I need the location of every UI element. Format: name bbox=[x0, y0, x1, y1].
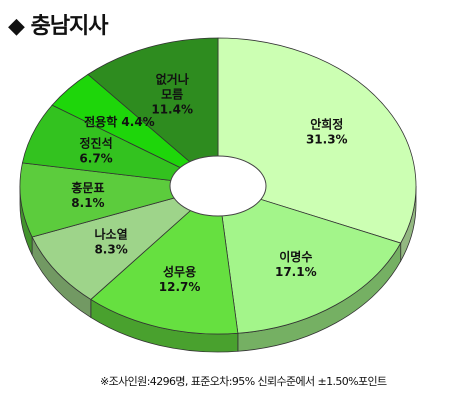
slice-label-6-0: 전용학 4.4% bbox=[84, 114, 155, 129]
chart-title: ◆ 충남지사 bbox=[8, 14, 109, 39]
slice-label-1-1: 17.1% bbox=[275, 265, 317, 279]
slice-label-4-1: 8.1% bbox=[71, 196, 104, 210]
slice-label-2-1: 12.7% bbox=[159, 280, 201, 294]
pie-slice-0 bbox=[217, 37, 417, 244]
slice-label-0-1: 31.3% bbox=[306, 132, 348, 146]
slice-label-4-0: 홍문표 bbox=[71, 180, 104, 195]
pie-slice-1 bbox=[217, 185, 402, 334]
footnote: ※조사인원:4296명, 표준오차:95% 신뢰수준에서 ±1.50%포인트 bbox=[100, 375, 387, 388]
slice-label-3-1: 8.3% bbox=[94, 243, 127, 257]
pie-slice-3 bbox=[31, 185, 219, 300]
pie-slice-2 bbox=[90, 185, 239, 335]
pie-slices bbox=[19, 37, 417, 335]
pie-slice-7 bbox=[87, 37, 219, 187]
pie-slice-4 bbox=[19, 162, 219, 238]
slice-label-7-2: 11.4% bbox=[151, 103, 193, 117]
donut-hole bbox=[169, 155, 267, 217]
slice-label-2-0: 성무용 bbox=[163, 264, 196, 279]
slice-label-7-1: 모름 bbox=[161, 87, 183, 102]
slice-label-3-0: 나소열 bbox=[95, 227, 128, 242]
slice-label-7-0: 없거나 bbox=[156, 72, 189, 87]
slice-label-5-1: 6.7% bbox=[79, 151, 112, 165]
slice-label-5-0: 정진석 bbox=[79, 135, 112, 150]
slice-label-1-0: 이명수 bbox=[279, 249, 312, 264]
slice-label-0-0: 안희정 bbox=[310, 116, 343, 131]
